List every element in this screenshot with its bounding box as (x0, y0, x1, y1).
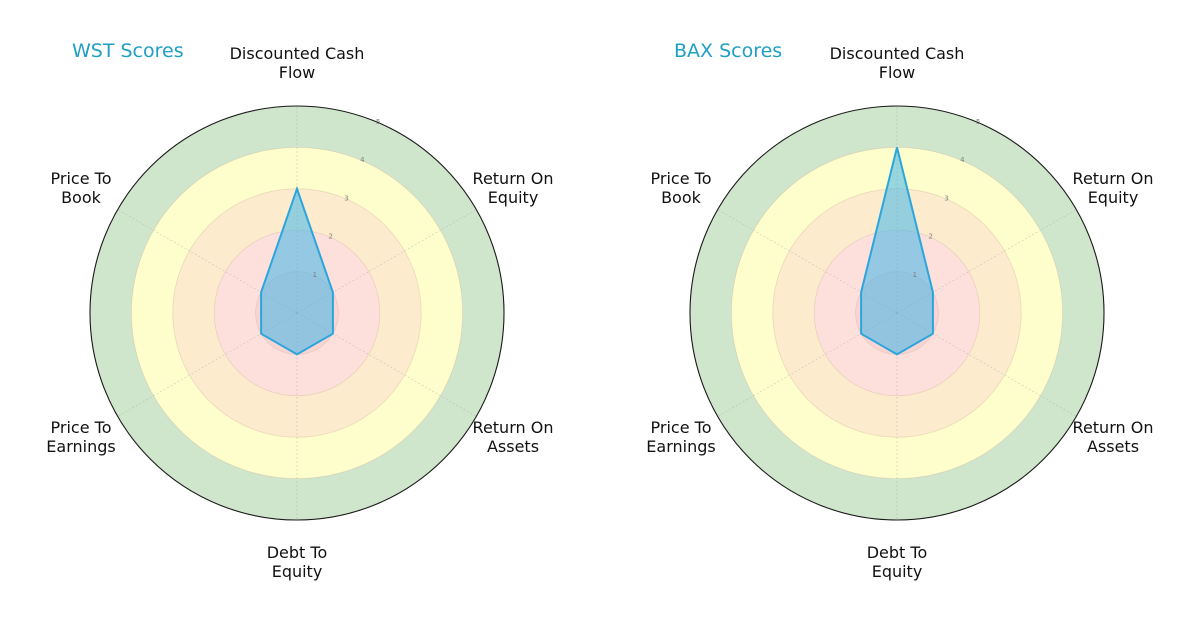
radar-chart: 1 2 3 4 5 (89, 105, 505, 521)
outer-circle (689, 105, 1105, 521)
grid-spoke (717, 209, 898, 314)
axis-label-roa: Return On Assets (472, 418, 554, 456)
radial-tick-label: 1 (913, 271, 917, 279)
grid-spoke (296, 312, 477, 417)
grid-spoke (896, 209, 1077, 314)
chart-title: BAX Scores (674, 40, 783, 62)
radial-tick-label: 4 (360, 156, 365, 164)
axis-label-dcf: Discounted Cash Flow (829, 44, 965, 82)
axis-label-roe: Return On Equity (472, 169, 554, 207)
radial-tick-label: 2 (328, 233, 332, 241)
chart-title: WST Scores (72, 40, 184, 62)
grid-spoke (717, 312, 898, 417)
radial-tick-label: 3 (344, 194, 348, 202)
radial-tick-label: 2 (928, 233, 932, 241)
score-polygon (260, 185, 334, 356)
axis-label-roe: Return On Equity (1072, 169, 1154, 207)
axis-label-pb: Price To Book (50, 169, 112, 207)
wst-radar-panel: WST Scores 1 2 3 4 5 Discounted Cash Flow Re… (46, 40, 554, 581)
grid-spoke (896, 312, 1077, 417)
score-polygon (860, 147, 934, 356)
radar-chart: 1 2 3 4 5 (689, 105, 1105, 521)
axis-label-de: Debt To Equity (866, 543, 928, 581)
radial-tick-label: 5 (376, 118, 380, 126)
axis-label-roa: Return On Assets (1072, 418, 1154, 456)
axis-label-dcf: Discounted Cash Flow (229, 44, 365, 82)
grid-spoke (296, 209, 477, 314)
radial-tick-label: 5 (976, 118, 980, 126)
grid-spoke (117, 312, 298, 417)
grid-spoke (117, 209, 298, 314)
axis-label-pe: Price To Earnings (646, 418, 716, 456)
outer-circle (89, 105, 505, 521)
radial-tick-label: 1 (313, 271, 317, 279)
radial-tick-label: 3 (944, 194, 948, 202)
axis-label-pb: Price To Book (650, 169, 712, 207)
bax-radar-panel: BAX Scores 1 2 3 4 5 Discounted Cash Flow Re… (600, 0, 1200, 625)
radial-tick-label: 4 (960, 156, 965, 164)
axis-label-de: Debt To Equity (266, 543, 328, 581)
axis-label-pe: Price To Earnings (46, 418, 116, 456)
